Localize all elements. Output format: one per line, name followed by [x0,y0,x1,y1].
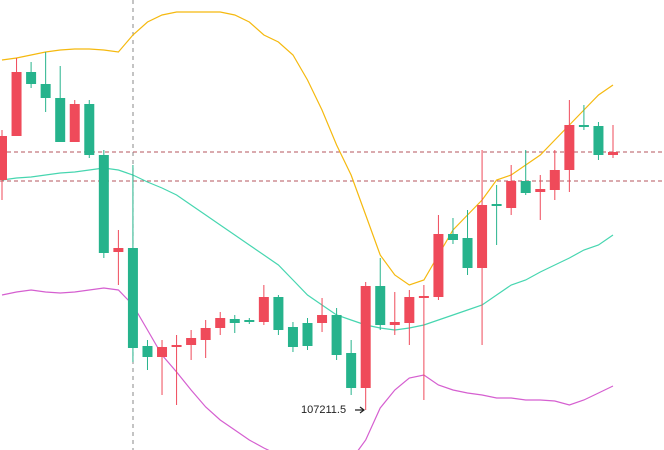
candle-body [157,347,168,357]
candle-body [186,338,197,345]
candle-body [142,346,153,357]
candle-body [549,170,560,190]
candle-body [317,315,328,323]
candle-body [200,328,211,340]
candle-body [418,296,429,298]
candle-body [375,286,386,325]
annotation-label: 107211.5 [301,404,346,416]
candle-body [477,205,488,268]
candle-body [229,319,240,323]
candle-body [346,353,357,388]
candle-body [389,322,400,325]
candle-body [491,204,502,206]
candle-body [608,152,618,155]
candle-body [26,72,37,84]
candle-body [244,320,255,322]
candle-body [258,297,269,322]
annotation: 107211.5 [301,404,365,416]
candle-body [215,318,226,328]
band-line [1,287,614,450]
candle-body [520,181,531,193]
candle-body [84,104,95,155]
candle-body [127,248,138,348]
candle-body [564,125,575,170]
candle-body [404,297,415,323]
candle-body [447,234,458,240]
candle-body [273,297,284,330]
candle-body [11,72,22,136]
candle-body [593,126,604,155]
candle-body [287,327,298,347]
candle-body [69,104,80,142]
candle-body [535,189,546,192]
annotation-arrow [355,406,365,414]
candle-body [55,98,66,142]
candle-body [578,125,589,127]
candle-body [302,323,313,346]
candle-body [0,136,7,180]
candle-body [506,181,517,208]
candle-body [433,234,444,297]
candle-body [331,315,342,355]
candle-body [40,84,51,98]
candle-body [360,286,371,388]
candle-body [462,238,473,268]
candle-body [98,155,109,253]
candle-body [171,345,182,347]
candle-body [113,248,124,252]
